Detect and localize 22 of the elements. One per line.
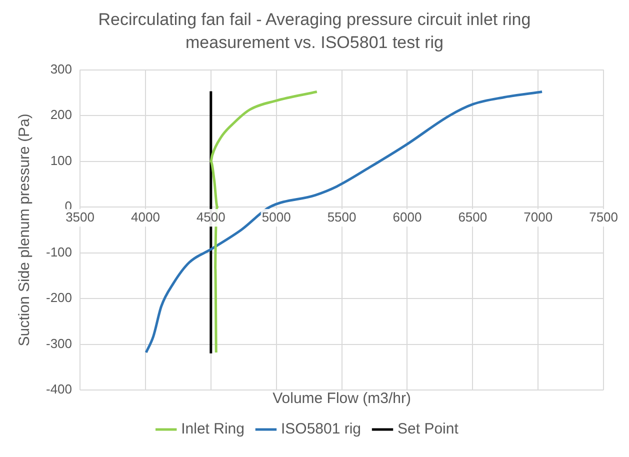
y-tick-label: -400 bbox=[46, 382, 72, 397]
legend-label: ISO5801 rig bbox=[280, 420, 362, 438]
legend-label: Set Point bbox=[398, 420, 460, 438]
chart-title: Recirculating fan fail - Averaging pressure circuit inlet ring measurement vs. ISO5801 test rig bbox=[97, 9, 532, 54]
x-tick-label: 4000 bbox=[131, 209, 160, 224]
legend-label: Inlet Ring bbox=[181, 420, 244, 438]
x-tick-label: 5000 bbox=[262, 209, 291, 224]
x-tick-label: 7000 bbox=[524, 209, 553, 224]
x-tick-label: 6500 bbox=[458, 209, 488, 224]
x-tick-label: 7500 bbox=[589, 209, 618, 224]
x-tick-label: 5500 bbox=[327, 209, 356, 224]
x-tick-label: 6000 bbox=[392, 209, 422, 224]
x-axis-title: Volume Flow (m3/hr) bbox=[272, 390, 411, 408]
y-tick-label: 100 bbox=[50, 152, 72, 168]
y-tick-label: -100 bbox=[46, 244, 72, 260]
y-tick-label: 200 bbox=[50, 107, 72, 122]
y-tick-label: 300 bbox=[50, 61, 72, 76]
y-tick-label: -300 bbox=[46, 336, 72, 351]
y-axis-title: Suction Side plenum pressure (Pa) bbox=[16, 114, 34, 346]
x-tick-label: 3500 bbox=[66, 209, 94, 224]
x-tick-label: 4500 bbox=[196, 209, 226, 224]
y-tick-label: -200 bbox=[46, 290, 72, 306]
